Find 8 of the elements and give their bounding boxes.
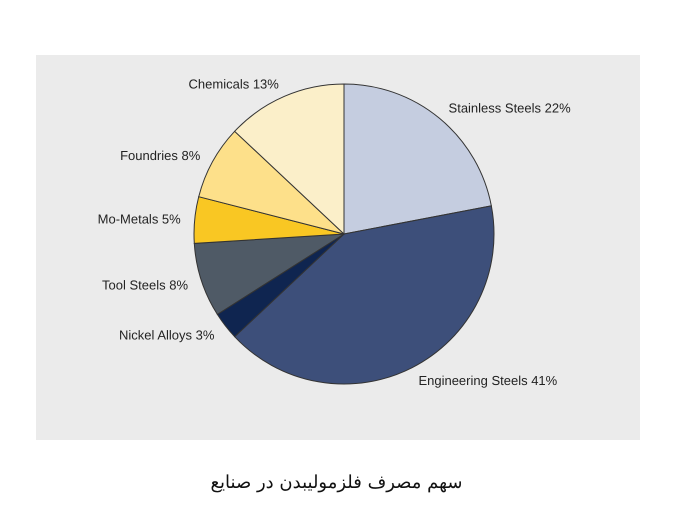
slice-label: Foundries 8%	[120, 147, 201, 162]
slice-label: Stainless Steels 22%	[448, 100, 572, 116]
slice-label: Tool Steels 8%	[102, 277, 188, 292]
slice-label: Chemicals 13%	[188, 76, 280, 91]
text: سهم مصرف فلزمولیبدن در صنایع	[209, 472, 464, 493]
slice-label: Nickel Alloys 3%	[119, 327, 215, 342]
slice-label: Mo-Metals 5%	[98, 211, 182, 226]
slice-label: Engineering Steels 41%	[418, 372, 558, 388]
